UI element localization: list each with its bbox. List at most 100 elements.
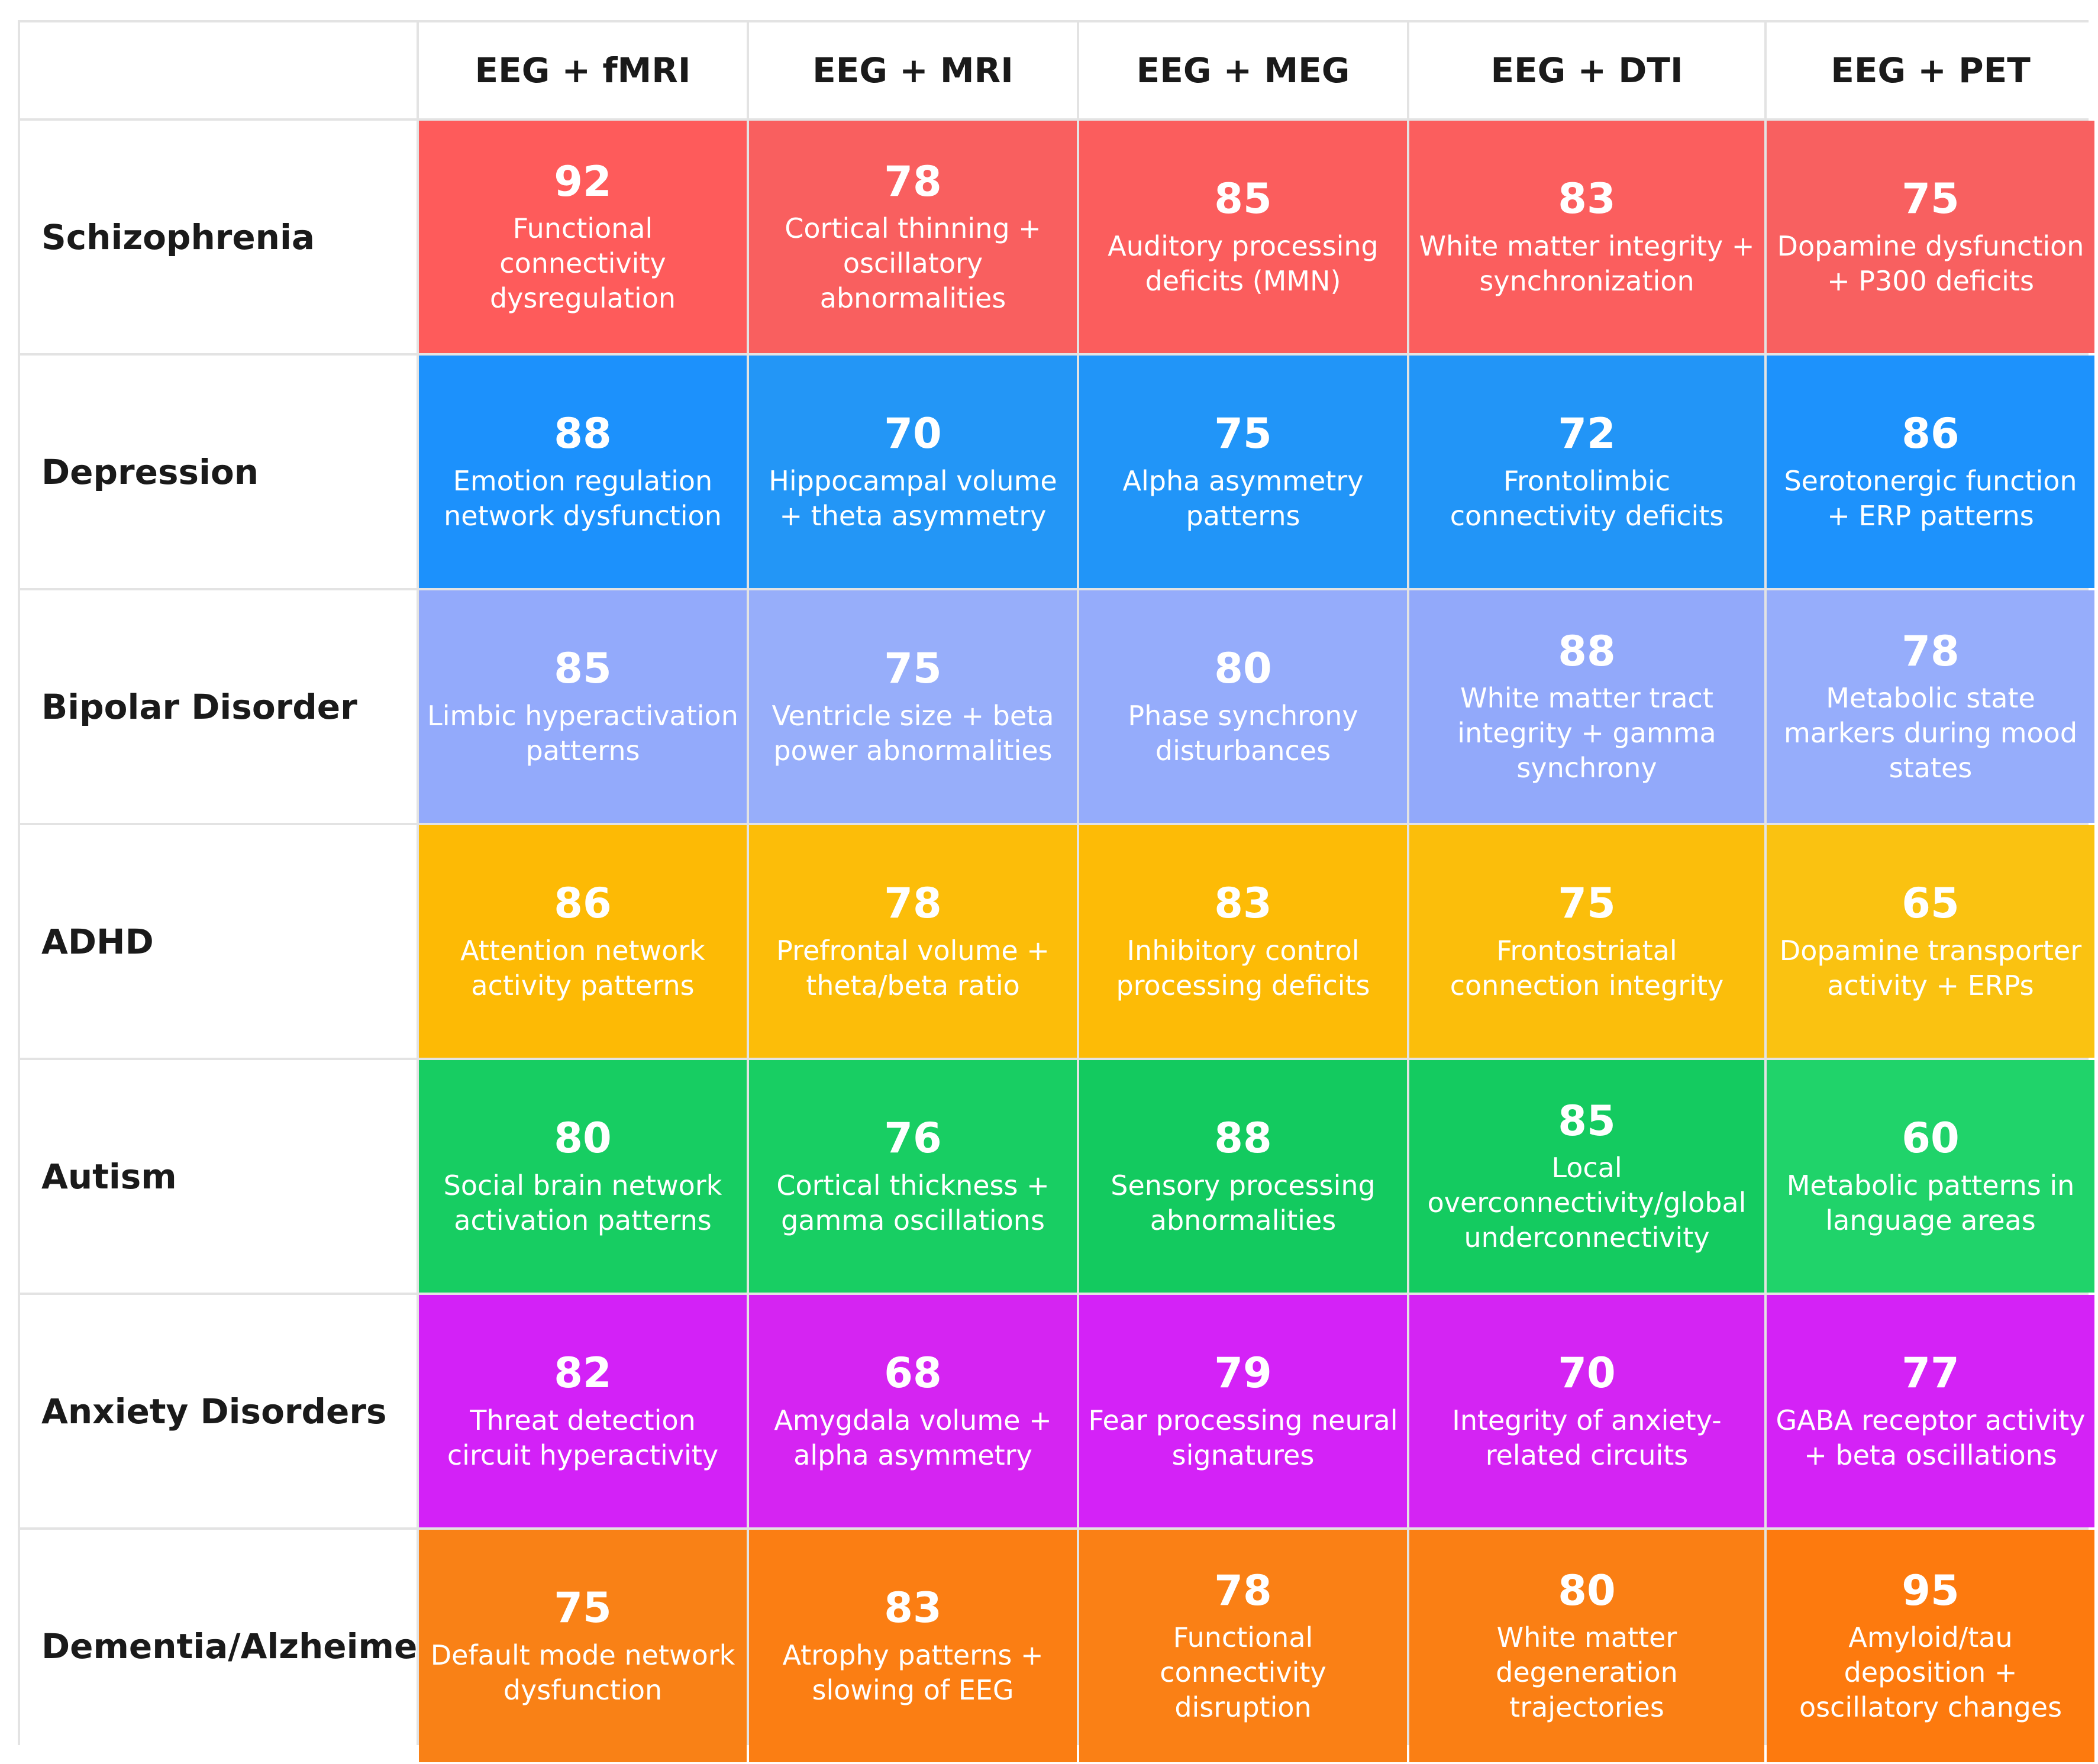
heatmap-cell: 85 Local overconnectivity/global undercon… — [1409, 1060, 1764, 1293]
column-header-eeg-mri: EEG + MRI — [749, 22, 1077, 118]
corner-cell — [20, 22, 417, 118]
cell-description: Dopamine transporter activity + ERPs — [1779, 934, 2082, 1001]
heatmap-cell: 78 Prefrontal volume + theta/beta ratio — [749, 825, 1077, 1058]
cell-score: 75 — [554, 1584, 612, 1633]
heatmap-cell: 88 White matter tract integrity + gamma s… — [1409, 590, 1764, 823]
cell-description: GABA receptor activity + beta oscillatio… — [1776, 1404, 2086, 1471]
cell-description: White matter tract integrity + gamma syn… — [1457, 682, 1716, 784]
heatmap-cell: 78 Cortical thinning + oscillatory abnorm… — [749, 121, 1077, 353]
heatmap-cell: 75 Alpha asymmetry patterns — [1079, 356, 1407, 588]
cell-score: 79 — [1214, 1349, 1272, 1398]
cell-description: Sensory processing abnormalities — [1111, 1169, 1376, 1236]
cell-score: 80 — [554, 1114, 612, 1163]
cell-description: Frontostriatal connection integrity — [1450, 934, 1724, 1001]
heatmap-cell: 86 Attention network activity patterns — [419, 825, 747, 1058]
cell-score: 85 — [1558, 1096, 1616, 1145]
cell-description: Social brain network activation patterns — [443, 1169, 722, 1236]
cell-score: 95 — [1902, 1566, 1960, 1615]
cell-description: Attention network activity patterns — [460, 934, 705, 1001]
cell-score: 70 — [884, 409, 942, 458]
cell-description: White matter integrity + synchronization — [1419, 230, 1755, 297]
heatmap-cell: 76 Cortical thickness + gamma oscillation… — [749, 1060, 1077, 1293]
cell-score: 80 — [1214, 644, 1272, 693]
heatmap-cell: 78 Metabolic state markers during mood st… — [1767, 590, 2094, 823]
cell-score: 82 — [554, 1349, 612, 1398]
cell-description: Amyloid/tau deposition + oscillatory cha… — [1799, 1621, 2063, 1724]
cell-description: Ventricle size + beta power abnormalitie… — [772, 699, 1054, 767]
cell-score: 85 — [1214, 175, 1272, 224]
heatmap-cell: 80 Phase synchrony disturbances — [1079, 590, 1407, 823]
heatmap-cell: 85 Auditory processing deficits (MMN) — [1079, 121, 1407, 353]
heatmap-cell: 75 Ventricle size + beta power abnormalit… — [749, 590, 1077, 823]
heatmap-cell: 77 GABA receptor activity + beta oscillat… — [1767, 1295, 2094, 1527]
cell-description: Auditory processing deficits (MMN) — [1108, 230, 1379, 297]
cell-score: 76 — [884, 1114, 942, 1163]
cell-score: 85 — [554, 644, 612, 693]
heatmap-cell: 79 Fear processing neural signatures — [1079, 1295, 1407, 1527]
heatmap-cell: 80 Social brain network activation patter… — [419, 1060, 747, 1293]
cell-description: Functional connectivity dysregulation — [489, 212, 676, 315]
cell-score: 83 — [884, 1584, 942, 1633]
row-header-dementia-alzheimer-s: Dementia/Alzheimer's — [20, 1530, 465, 1762]
cell-description: Metabolic state markers during mood stat… — [1783, 682, 2078, 784]
cell-description: Serotonergic function + ERP patterns — [1784, 464, 2077, 532]
cell-score: 77 — [1902, 1349, 1960, 1398]
cell-score: 78 — [884, 157, 942, 206]
heatmap-cell: 95 Amyloid/tau deposition + oscillatory c… — [1767, 1530, 2094, 1762]
column-header-eeg-meg: EEG + MEG — [1079, 22, 1407, 118]
cell-description: Prefrontal volume + theta/beta ratio — [776, 934, 1050, 1001]
heatmap-cell: 60 Metabolic patterns in language areas — [1767, 1060, 2094, 1293]
cell-score: 75 — [1558, 879, 1616, 928]
cell-score: 78 — [884, 879, 942, 928]
cell-score: 65 — [1902, 879, 1960, 928]
cell-description: Fear processing neural signatures — [1088, 1404, 1398, 1471]
row-header-autism: Autism — [20, 1060, 417, 1293]
cell-score: 88 — [554, 409, 612, 458]
cell-score: 60 — [1902, 1114, 1960, 1163]
heatmap-cell: 92 Functional connectivity dysregulation — [419, 121, 747, 353]
column-header-eeg-fmri: EEG + fMRI — [419, 22, 747, 118]
cell-description: Amygdala volume + alpha asymmetry — [774, 1404, 1052, 1471]
heatmap-cell: 82 Threat detection circuit hyperactivity — [419, 1295, 747, 1527]
cell-description: Threat detection circuit hyperactivity — [447, 1404, 719, 1471]
heatmap-cell: 88 Emotion regulation network dysfunction — [419, 356, 747, 588]
cell-score: 75 — [1902, 175, 1960, 224]
cell-score: 80 — [1558, 1566, 1616, 1615]
cell-description: Functional connectivity disruption — [1160, 1621, 1326, 1724]
row-header-bipolar-disorder: Bipolar Disorder — [20, 590, 417, 823]
cell-description: Limbic hyperactivation patterns — [427, 699, 738, 767]
cell-description: Inhibitory control processing deficits — [1116, 934, 1370, 1001]
heatmap-cell: 78 Functional connectivity disruption — [1079, 1530, 1407, 1762]
heatmap-cell: 68 Amygdala volume + alpha asymmetry — [749, 1295, 1077, 1527]
cell-score: 68 — [884, 1349, 942, 1398]
column-header-eeg-dti: EEG + DTI — [1409, 22, 1764, 118]
heatmap-cell: 75 Frontostriatal connection integrity — [1409, 825, 1764, 1058]
cell-description: Frontolimbic connectivity deficits — [1450, 464, 1724, 532]
cell-description: Cortical thickness + gamma oscillations — [776, 1169, 1050, 1236]
heatmap-cell: 83 Inhibitory control processing deficits — [1079, 825, 1407, 1058]
cell-score: 92 — [554, 157, 612, 206]
cell-description: Metabolic patterns in language areas — [1786, 1169, 2075, 1236]
cell-description: Dopamine dysfunction + P300 deficits — [1777, 230, 2084, 297]
cell-description: Cortical thinning + oscillatory abnormal… — [785, 212, 1041, 315]
cell-score: 86 — [554, 879, 612, 928]
cell-description: Atrophy patterns + slowing of EEG — [782, 1639, 1044, 1706]
cell-score: 88 — [1214, 1114, 1272, 1163]
cell-description: Alpha asymmetry patterns — [1122, 464, 1364, 532]
cell-description: Hippocampal volume + theta asymmetry — [769, 464, 1057, 532]
cell-score: 88 — [1558, 626, 1616, 676]
heatmap-cell: 72 Frontolimbic connectivity deficits — [1409, 356, 1764, 588]
cell-score: 75 — [1214, 409, 1272, 458]
heatmap-cell: 88 Sensory processing abnormalities — [1079, 1060, 1407, 1293]
heatmap-cell: 65 Dopamine transporter activity + ERPs — [1767, 825, 2094, 1058]
heatmap-cell: 75 Dopamine dysfunction + P300 deficits — [1767, 121, 2094, 353]
cell-score: 83 — [1214, 879, 1272, 928]
row-header-anxiety-disorders: Anxiety Disorders — [20, 1295, 417, 1527]
cell-score: 72 — [1558, 409, 1616, 458]
row-header-adhd: ADHD — [20, 825, 417, 1058]
row-header-depression: Depression — [20, 356, 417, 588]
cell-score: 78 — [1214, 1566, 1272, 1615]
heatmap-cell: 85 Limbic hyperactivation patterns — [419, 590, 747, 823]
cell-score: 78 — [1902, 626, 1960, 676]
row-header-schizophrenia: Schizophrenia — [20, 121, 417, 353]
